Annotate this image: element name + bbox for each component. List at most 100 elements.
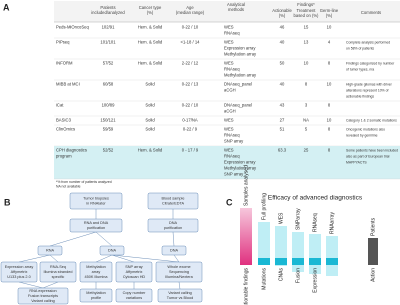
method: RNAseq bbox=[224, 67, 240, 72]
node-text: purification bbox=[87, 226, 105, 230]
node-text: purification bbox=[164, 226, 182, 230]
flow-node bbox=[39, 261, 77, 283]
header-cell: Comments bbox=[361, 10, 381, 15]
comment: Category 1 & 2 somatic mutations bbox=[346, 118, 397, 122]
method: aCGH bbox=[224, 109, 236, 114]
top-label: Samples analysed bbox=[243, 165, 249, 206]
cell: 4 bbox=[328, 40, 331, 45]
header-cell: Cancer type bbox=[139, 5, 162, 10]
method: WES bbox=[224, 118, 234, 123]
method: WES bbox=[224, 40, 234, 45]
node-text: Fusion transcripts bbox=[28, 294, 58, 298]
node-text: Copy number bbox=[123, 291, 147, 295]
header-cell: (median range) bbox=[176, 10, 205, 15]
edge bbox=[49, 231, 97, 247]
node-text: RNA-Seq bbox=[50, 265, 66, 269]
method: SNP array bbox=[224, 172, 244, 177]
node-text: DNA bbox=[170, 249, 178, 253]
cell: 13 bbox=[304, 40, 309, 45]
study-name: BASIC3 bbox=[56, 118, 72, 123]
panel-label: B bbox=[4, 197, 11, 207]
cell: 50 bbox=[280, 61, 285, 66]
edge bbox=[178, 281, 181, 290]
node-text: Illumina/Nextera bbox=[165, 275, 193, 279]
method: WES bbox=[224, 61, 234, 66]
cell: 43 bbox=[280, 103, 285, 108]
comment: Complete analysis performed bbox=[346, 40, 390, 44]
panel-title: Efficacy of advanced diagnostics bbox=[268, 195, 363, 202]
column bbox=[240, 208, 252, 265]
column-base bbox=[292, 258, 304, 265]
node-text: Illumina stranded bbox=[44, 270, 73, 274]
method: Methylation array bbox=[224, 73, 257, 78]
header-cell: Germ-line bbox=[320, 8, 339, 13]
column bbox=[309, 234, 321, 274]
cell: Hem. & Solid bbox=[138, 25, 163, 30]
header-cell: (%) bbox=[147, 10, 154, 15]
flow-node bbox=[147, 192, 199, 210]
cell: 60/58 bbox=[103, 82, 114, 87]
header-cell: Analytical bbox=[227, 2, 245, 7]
cell: <1-18 / 14 bbox=[181, 40, 201, 45]
node-text: profile bbox=[91, 296, 101, 300]
study-name: iCat bbox=[56, 103, 64, 108]
study-name: Peds-MiOncoSeq bbox=[56, 25, 89, 30]
cell: 8 bbox=[305, 82, 308, 87]
study-name: PIPseq bbox=[56, 40, 70, 45]
bottom-label: Mutations bbox=[261, 268, 267, 290]
cell: 52/52 bbox=[103, 148, 114, 153]
study-name: ClinOmics bbox=[56, 127, 75, 132]
study-name: program bbox=[56, 154, 72, 159]
cell: 25 bbox=[304, 148, 309, 153]
cell: 40 bbox=[280, 82, 285, 87]
header-cell: Findings* bbox=[297, 2, 315, 7]
method: aCGH bbox=[224, 88, 236, 93]
cell: 100/89 bbox=[102, 103, 115, 108]
header-cell: included/analyzed bbox=[91, 10, 125, 15]
node-text: SNP array bbox=[125, 265, 143, 269]
edge bbox=[18, 254, 51, 263]
column-base bbox=[326, 258, 338, 265]
cell: 27 bbox=[280, 118, 285, 123]
cell: Solid bbox=[145, 82, 155, 87]
column bbox=[292, 232, 304, 272]
node-text: Variant calling bbox=[168, 291, 192, 295]
cell: 102/91 bbox=[102, 25, 115, 30]
top-label: WES bbox=[278, 212, 284, 224]
comment: revealed by germline bbox=[346, 133, 378, 137]
comment: on 58% of patients bbox=[346, 46, 374, 50]
node-text: Citrate/EDTA bbox=[162, 202, 185, 206]
edge bbox=[172, 231, 175, 247]
method: RNAseq bbox=[224, 154, 240, 159]
method: WES bbox=[224, 25, 234, 30]
edge bbox=[49, 254, 59, 263]
edge bbox=[95, 254, 113, 263]
node-text: DNA bbox=[108, 249, 116, 253]
cell: 8 bbox=[328, 148, 331, 153]
cell: Hem. & Solid bbox=[138, 61, 163, 66]
comment: of tumor types, n/a bbox=[346, 67, 374, 71]
node-text: U133 plus 2.0 bbox=[7, 275, 30, 279]
cell: Solid bbox=[145, 118, 155, 123]
node-text: RNA expression bbox=[29, 289, 56, 293]
cell: 8 bbox=[328, 103, 331, 108]
method: DNAseq_panel bbox=[224, 103, 252, 108]
footnote: NA not available bbox=[56, 184, 81, 188]
method: WES bbox=[224, 127, 234, 132]
comment: Findings categorized by number bbox=[346, 61, 395, 65]
edge bbox=[111, 254, 135, 263]
cell: Hem. & Solid bbox=[138, 148, 163, 153]
top-label: Full profiling bbox=[261, 193, 267, 220]
cell: 0-22 / 13 bbox=[182, 82, 199, 87]
column bbox=[326, 236, 338, 276]
node-text: Affymetrix bbox=[126, 270, 143, 274]
edge bbox=[173, 254, 180, 263]
header-cell: methods bbox=[228, 7, 244, 12]
flow-node bbox=[79, 261, 113, 283]
header-cell: (%) bbox=[326, 13, 333, 18]
flow-node bbox=[69, 218, 123, 233]
cell: 40 bbox=[280, 40, 285, 45]
cell: 46 bbox=[280, 25, 285, 30]
bottom-label: Fusion bbox=[295, 268, 301, 283]
